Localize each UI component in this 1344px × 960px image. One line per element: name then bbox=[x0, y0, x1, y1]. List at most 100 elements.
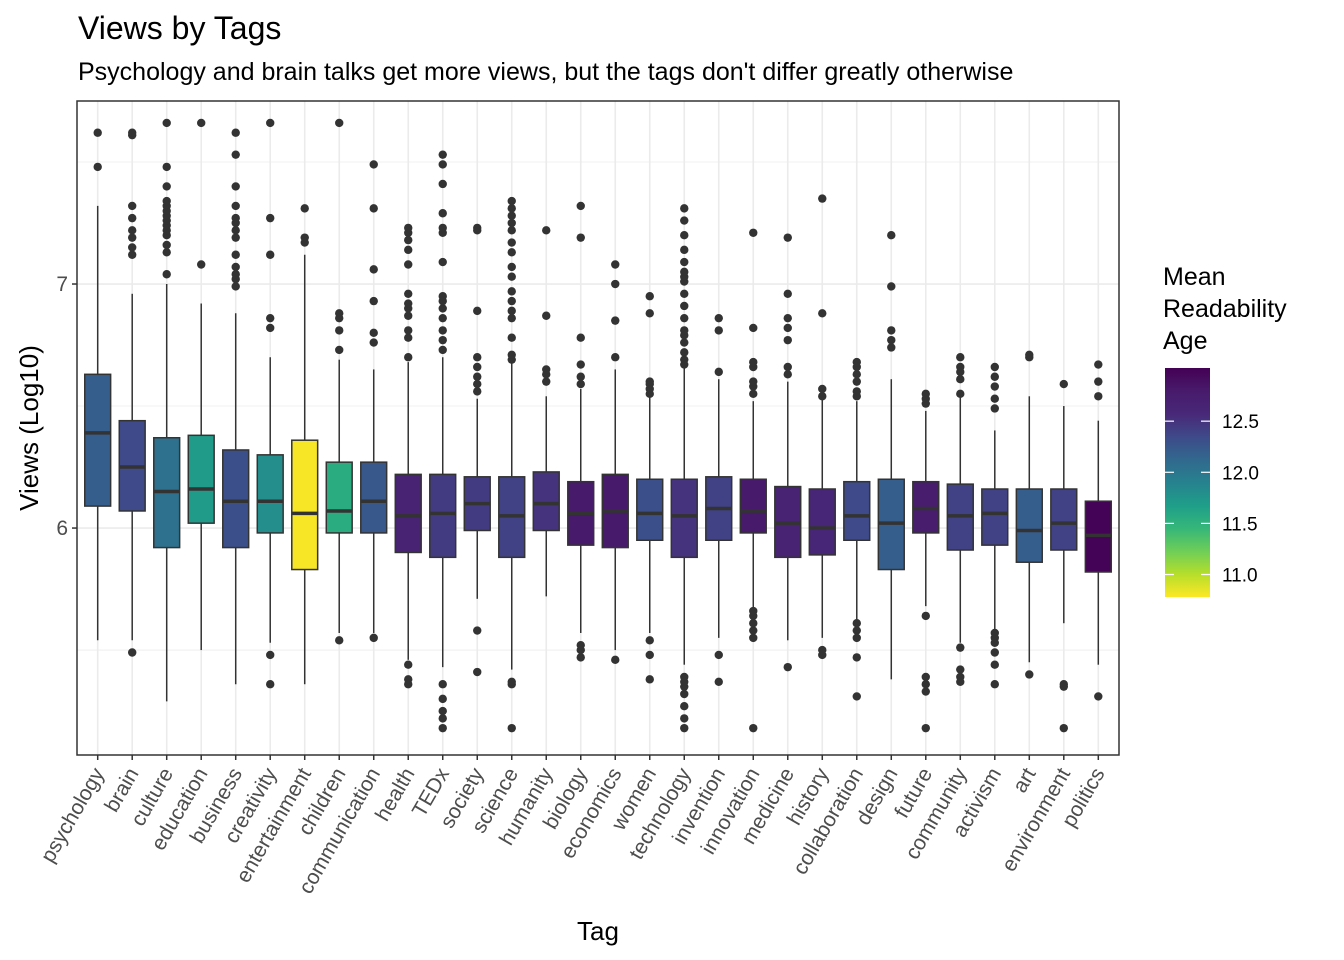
outlier-point bbox=[404, 223, 413, 233]
outlier-point bbox=[749, 633, 758, 643]
box-environment bbox=[1050, 379, 1078, 733]
outlier-point bbox=[266, 250, 275, 259]
legend-colorbar bbox=[1165, 368, 1210, 597]
outlier-point bbox=[266, 213, 275, 223]
grid-lines bbox=[77, 101, 1119, 755]
outlier-point bbox=[300, 204, 309, 213]
outlier-point bbox=[1059, 379, 1068, 389]
outlier-point bbox=[645, 650, 654, 660]
outlier-point bbox=[128, 250, 137, 259]
box-iqr bbox=[739, 478, 767, 534]
outlier-point bbox=[128, 233, 137, 242]
box-activism bbox=[981, 362, 1009, 689]
outlier-point bbox=[990, 648, 999, 657]
outlier-point bbox=[956, 643, 965, 652]
outlier-point bbox=[542, 226, 551, 235]
outlier-point bbox=[369, 328, 378, 338]
outlier-point bbox=[887, 343, 896, 352]
legend-tick-label: 12.5 bbox=[1222, 412, 1259, 433]
outlier-point bbox=[576, 201, 585, 211]
outlier-point bbox=[197, 118, 206, 128]
outlier-point bbox=[680, 231, 689, 240]
outlier-point bbox=[404, 245, 413, 255]
outlier-point bbox=[921, 672, 930, 682]
outlier-point bbox=[438, 179, 447, 189]
outlier-point bbox=[507, 196, 516, 206]
outlier-point bbox=[921, 680, 930, 689]
outlier-point bbox=[162, 240, 171, 250]
outlier-point bbox=[680, 267, 689, 277]
chart-title: Views by Tags bbox=[78, 10, 282, 46]
outlier-point bbox=[1025, 350, 1034, 359]
outlier-point bbox=[818, 194, 827, 203]
x-tick-label: psychology bbox=[37, 764, 110, 867]
outlier-point bbox=[749, 389, 758, 399]
outlier-point bbox=[438, 257, 447, 267]
box-children bbox=[325, 118, 353, 645]
outlier-point bbox=[438, 223, 447, 233]
outlier-point bbox=[680, 355, 689, 364]
chart-subtitle: Psychology and brain talks get more view… bbox=[78, 58, 1014, 86]
outlier-point bbox=[162, 270, 171, 279]
outlier-point bbox=[507, 313, 516, 323]
outlier-point bbox=[680, 216, 689, 225]
outlier-point bbox=[680, 204, 689, 213]
outlier-point bbox=[680, 348, 689, 357]
outlier-point bbox=[990, 404, 999, 413]
outlier-point bbox=[1059, 723, 1068, 733]
outlier-point bbox=[852, 370, 861, 379]
box-brain bbox=[118, 128, 146, 657]
outlier-point bbox=[438, 706, 447, 716]
outlier-point bbox=[818, 384, 827, 394]
outlier-point bbox=[680, 689, 689, 699]
outlier-point bbox=[852, 357, 861, 367]
box-iqr bbox=[394, 473, 422, 554]
box-iqr bbox=[670, 478, 698, 559]
outlier-point bbox=[990, 382, 999, 391]
box-future bbox=[912, 389, 940, 733]
outlier-point bbox=[956, 374, 965, 384]
outlier-point bbox=[231, 262, 240, 272]
outlier-point bbox=[162, 196, 171, 206]
outlier-point bbox=[680, 723, 689, 733]
outlier-point bbox=[369, 633, 378, 643]
outlier-point bbox=[369, 204, 378, 213]
axes: 67psychologybraincultureeducationbusines… bbox=[14, 273, 1110, 946]
outlier-point bbox=[438, 335, 447, 345]
box-communication bbox=[360, 160, 388, 643]
outlier-point bbox=[300, 233, 309, 242]
outlier-point bbox=[749, 228, 758, 237]
outlier-point bbox=[818, 309, 827, 318]
outlier-point bbox=[714, 650, 723, 660]
outlier-point bbox=[266, 313, 275, 323]
outlier-point bbox=[714, 367, 723, 377]
outlier-point bbox=[990, 628, 999, 638]
x-axis-title: Tag bbox=[577, 916, 619, 946]
outlier-point bbox=[887, 335, 896, 345]
outlier-point bbox=[231, 150, 240, 159]
outlier-point bbox=[783, 313, 792, 323]
legend: Mean Readability Age 11.0 11.5 12.0 12.5 bbox=[1163, 263, 1287, 597]
outlier-point bbox=[266, 650, 275, 660]
outlier-point bbox=[542, 311, 551, 320]
outlier-point bbox=[507, 287, 516, 296]
box-iqr bbox=[1050, 488, 1078, 551]
outlier-point bbox=[266, 680, 275, 689]
outlier-point bbox=[680, 701, 689, 711]
outlier-point bbox=[197, 260, 206, 269]
outlier-point bbox=[1059, 680, 1068, 689]
outlier-point bbox=[438, 694, 447, 704]
outlier-point bbox=[818, 392, 827, 401]
outlier-point bbox=[645, 309, 654, 318]
outlier-point bbox=[852, 633, 861, 643]
outlier-point bbox=[473, 353, 482, 362]
outlier-point bbox=[990, 362, 999, 372]
box-iqr bbox=[360, 461, 388, 534]
outlier-point bbox=[507, 350, 516, 359]
outlier-point bbox=[231, 213, 240, 223]
outlier-point bbox=[749, 626, 758, 635]
outlier-point bbox=[438, 313, 447, 323]
outlier-point bbox=[128, 648, 137, 657]
outlier-point bbox=[231, 201, 240, 211]
box-business bbox=[222, 128, 250, 685]
